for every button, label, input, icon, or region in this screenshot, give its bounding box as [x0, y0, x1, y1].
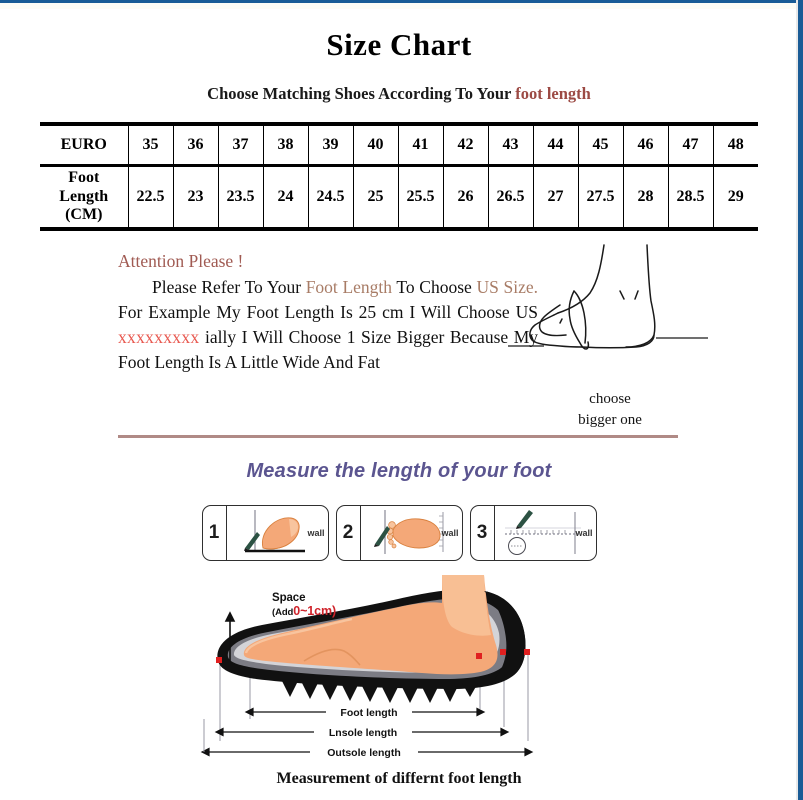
- row-header-line-1: Foot: [68, 169, 100, 187]
- row-header-line-2: Length: [59, 187, 109, 205]
- cell-foot-9: 27: [532, 166, 579, 227]
- step-number-2: 2: [337, 505, 361, 560]
- row-header-foot-length: Foot Length (CM): [40, 166, 129, 227]
- step-1-wall-label: wall: [307, 527, 325, 538]
- ruler-measure-icon: [504, 509, 581, 555]
- foot-outline-sketch-icon: [508, 243, 708, 393]
- attention-line-1a: Please Refer To Your: [152, 276, 306, 297]
- attention-text: Attention Please ! Please Refer To Your …: [118, 249, 538, 375]
- step-number-1: 1: [203, 505, 227, 560]
- step-3-wall-label: wall: [575, 527, 593, 538]
- step-2-wall-label: wall: [441, 527, 459, 538]
- cell-euro-2: 37: [217, 125, 264, 164]
- cell-euro-5: 40: [352, 125, 399, 164]
- table-row-euro: EURO 35 36 37 38 39 40 41 42 43 44 45 46…: [40, 125, 758, 164]
- step-2-illustration: wall: [361, 506, 462, 560]
- cell-euro-3: 38: [262, 125, 309, 164]
- space-label: Space: [272, 591, 306, 604]
- frame-right-edge: [798, 0, 803, 800]
- size-table-container: EURO 35 36 37 38 39 40 41 42 43 44 45 46…: [40, 121, 758, 231]
- table-row-foot-length: Foot Length (CM) 22.5 23 23.5 24 24.5 25…: [40, 166, 758, 227]
- step-panel-3: 3: [469, 504, 597, 561]
- diagram-caption: Measurement of differnt foot length: [276, 769, 522, 787]
- space-annotation: Space (Add0~1cm): [272, 592, 336, 619]
- cell-foot-6: 25.5: [397, 166, 444, 227]
- cell-euro-4: 39: [307, 125, 354, 164]
- attention-heading: Attention Please !: [118, 250, 244, 271]
- attention-us-size-highlight: US Size.: [476, 276, 538, 297]
- attention-line-3: ially I Will Choose 1 Size Bigger Becaus…: [118, 326, 538, 372]
- cell-euro-9: 44: [532, 125, 579, 164]
- cell-euro-7: 42: [442, 125, 489, 164]
- attention-block: Attention Please ! Please Refer To Your …: [0, 244, 798, 431]
- cell-euro-6: 41: [397, 125, 444, 164]
- measure-section-heading: Measure the length of your foot: [246, 459, 552, 482]
- page-title: Size Chart: [326, 27, 472, 62]
- attention-line-1c: To Choose: [392, 276, 477, 297]
- dimension-label-insole-length: Lnsole length: [329, 727, 397, 739]
- foot-measurement-diagram: Foot length Lnsole length Outsole length: [0, 569, 798, 764]
- section-divider: [118, 434, 678, 438]
- step-3-illustration: wall: [495, 506, 596, 560]
- attention-line-2b: For Example My Foot Length Is 25 cm I Wi…: [118, 301, 538, 322]
- callout-line-2: bigger one: [578, 411, 642, 428]
- cell-foot-11: 28: [622, 166, 669, 227]
- step-panel-2: 2: [335, 504, 463, 561]
- foot-sole-view-icon: [373, 509, 443, 554]
- measure-steps: 1 wall 2: [0, 504, 798, 561]
- dimension-label-foot-length: Foot length: [340, 707, 397, 719]
- foot-in-shoe-diagram-icon: Foot length Lnsole length Outsole length: [200, 574, 534, 759]
- cell-euro-13: 48: [712, 125, 758, 164]
- cell-euro-0: 35: [127, 125, 174, 164]
- row-header-euro: EURO: [40, 125, 129, 164]
- table-top-rule: [40, 121, 758, 126]
- cell-euro-12: 47: [667, 125, 714, 164]
- cell-euro-11: 46: [622, 125, 669, 164]
- cell-euro-10: 45: [577, 125, 624, 164]
- foot-side-view-icon: [243, 509, 305, 553]
- page-subtitle: Choose Matching Shoes According To Your …: [0, 84, 798, 104]
- step-1-illustration: wall: [227, 506, 328, 560]
- attention-redacted-text: xxxxxxxxx: [118, 326, 200, 347]
- cell-foot-13: 29: [712, 166, 758, 227]
- subtitle-highlight: foot length: [515, 84, 591, 104]
- step-number-3: 3: [471, 505, 495, 560]
- space-add-text: (Add: [272, 606, 294, 618]
- cell-foot-12: 28.5: [667, 166, 714, 227]
- cell-foot-1: 23: [172, 166, 219, 227]
- cell-foot-4: 24.5: [307, 166, 354, 227]
- cell-foot-0: 22.5: [127, 166, 174, 227]
- cell-foot-7: 26: [442, 166, 489, 227]
- cell-foot-10: 27.5: [577, 166, 624, 227]
- size-table-body: Foot Length (CM) 22.5 23 23.5 24 24.5 25…: [40, 166, 758, 227]
- callout-line-1: choose: [589, 390, 631, 407]
- step-panel-1: 1 wall: [201, 504, 329, 561]
- table-mid-rule: [40, 163, 758, 167]
- cell-foot-8: 26.5: [487, 166, 534, 227]
- attention-body: Please Refer To Your Foot Length To Choo…: [118, 275, 538, 375]
- cell-euro-8: 43: [487, 125, 534, 164]
- table-bottom-rule: [40, 226, 758, 231]
- size-table: EURO 35 36 37 38 39 40 41 42 43 44 45 46…: [40, 125, 758, 164]
- attention-foot-length-highlight: Foot Length: [305, 276, 393, 297]
- choose-bigger-callout: choose bigger one: [540, 389, 680, 431]
- cell-euro-1: 36: [172, 125, 219, 164]
- dimension-label-outsole-length: Outsole length: [327, 747, 401, 759]
- cell-foot-3: 24: [262, 166, 309, 227]
- space-add-line: (Add0~1cm): [272, 603, 337, 619]
- cell-foot-5: 25: [352, 166, 399, 227]
- subtitle-text: Choose Matching Shoes According To Your: [207, 84, 516, 104]
- cell-foot-2: 23.5: [217, 166, 264, 227]
- row-header-line-3: (CM): [65, 206, 103, 224]
- space-add-value: 0~1cm): [293, 603, 337, 618]
